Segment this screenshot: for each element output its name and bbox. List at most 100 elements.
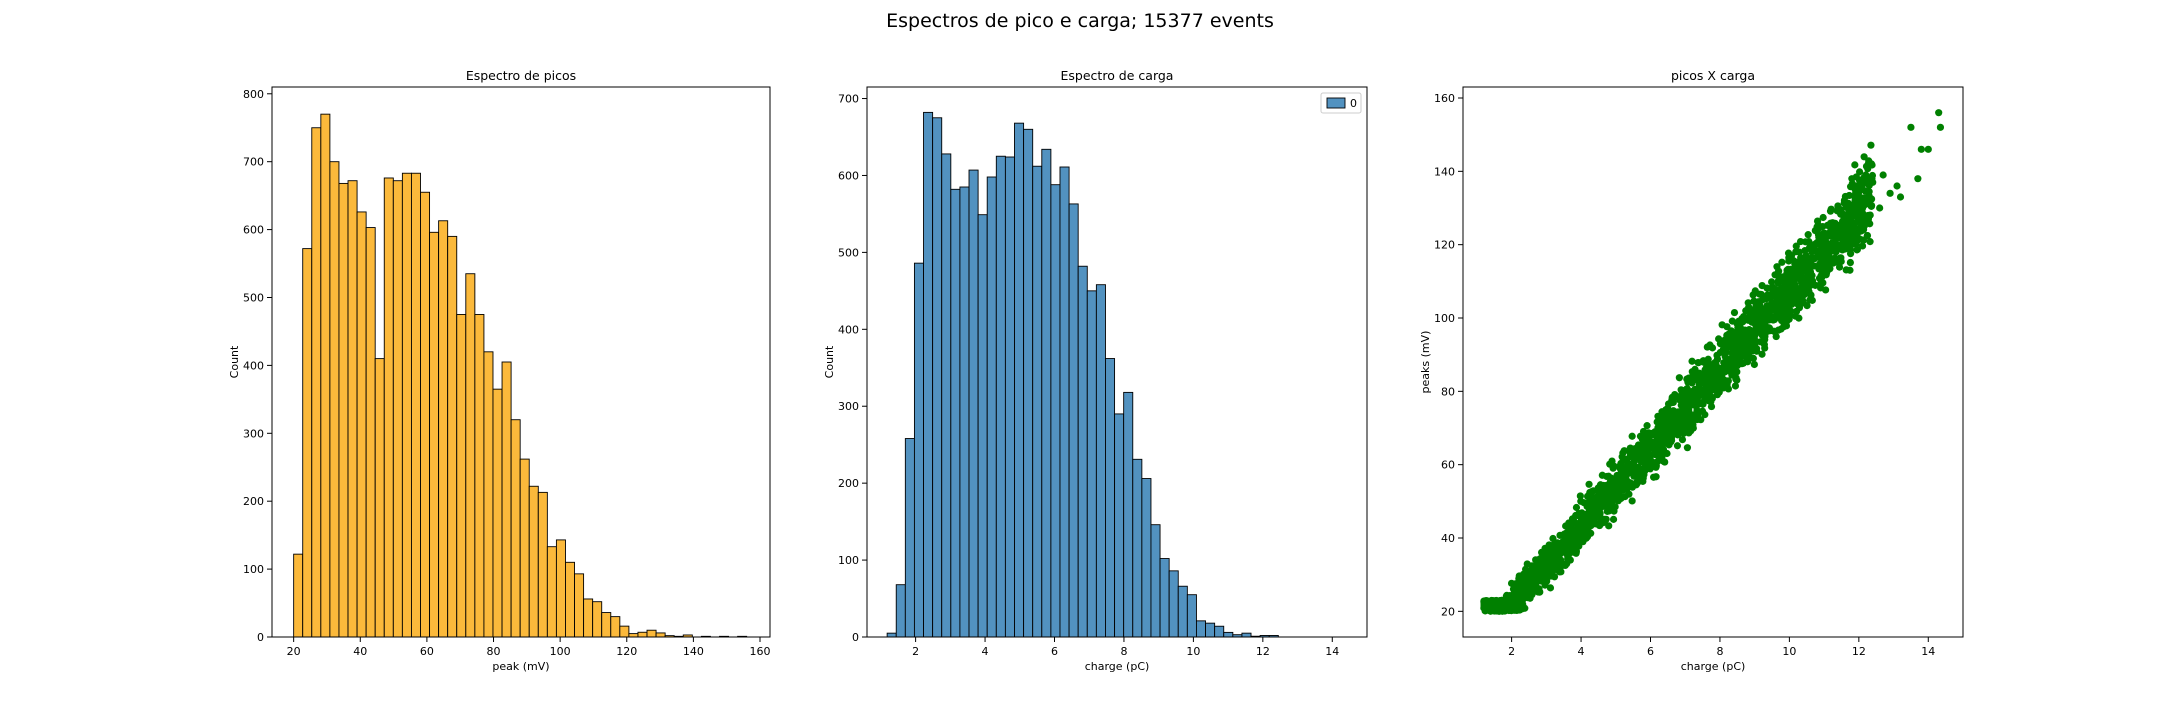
histogram-bar	[941, 153, 952, 638]
x-tick-label: 60	[420, 645, 434, 658]
scatter-point	[1838, 239, 1847, 247]
scatter-point	[1859, 225, 1868, 234]
scatter-point	[1656, 435, 1664, 443]
scatter-point	[1804, 231, 1812, 239]
scatter-point	[1936, 123, 1945, 131]
scatter-point	[1550, 566, 1558, 574]
scatter-point	[1551, 545, 1559, 554]
histogram-bar	[619, 625, 630, 638]
axes-charge-histogram: 2 4 6 8 10 12 14 0 100 200 300 400 500 600 700 Espectro…	[823, 68, 1368, 673]
scatter-point	[1750, 297, 1758, 305]
scatter-point	[1560, 540, 1569, 548]
legend-entry-label: 0	[1350, 97, 1357, 110]
scatter-point	[1758, 350, 1766, 358]
scatter-point	[1845, 236, 1853, 244]
scatter-point	[1682, 385, 1690, 394]
scatter-point	[1819, 213, 1827, 222]
scatter-point	[1763, 284, 1771, 292]
axes-frame	[271, 86, 771, 638]
scatter-point	[1731, 382, 1740, 390]
scatter-point	[1924, 145, 1932, 153]
scatter-point	[1802, 281, 1810, 289]
axes-title: picos X carga	[1671, 68, 1755, 83]
scatter-point	[1699, 357, 1707, 365]
scatter-point	[1661, 417, 1669, 425]
histogram-bars	[293, 113, 748, 638]
scatter-point	[1578, 522, 1586, 530]
scatter-point	[1742, 307, 1750, 315]
x-tick-label: 160	[750, 645, 771, 658]
scatter-point	[1739, 318, 1747, 326]
histogram-bar	[995, 155, 1006, 638]
scatter-point	[1859, 194, 1868, 202]
histogram-bar	[1068, 203, 1079, 638]
scatter-point	[1621, 471, 1629, 479]
scatter-point	[1688, 419, 1696, 427]
scatter-point	[1608, 457, 1616, 465]
scatter-point	[1528, 562, 1536, 570]
histogram-bar	[932, 117, 943, 638]
scatter-point	[1858, 242, 1867, 250]
scatter-point	[1652, 462, 1660, 470]
scatter-point	[1577, 497, 1585, 505]
histogram-bar	[628, 633, 639, 638]
scatter-point	[1792, 312, 1800, 320]
scatter-point	[1866, 238, 1874, 246]
histogram-bar	[1141, 478, 1152, 638]
scatter-point	[1844, 204, 1853, 212]
histogram-bar	[555, 539, 566, 638]
scatter-point	[1673, 442, 1682, 450]
scatter-point	[1826, 207, 1835, 215]
scatter-point	[1659, 457, 1667, 465]
scatter-point	[1761, 335, 1769, 344]
histogram-bar	[447, 235, 458, 638]
scatter-point	[1610, 507, 1618, 515]
scatter-point	[1824, 266, 1832, 274]
x-tick-label: 14	[1921, 645, 1935, 658]
scatter-point	[1550, 554, 1559, 563]
scatter-point	[1599, 519, 1607, 527]
scatter-point	[1715, 387, 1723, 395]
y-tick-label: 200	[243, 495, 264, 508]
scatter-point	[1722, 348, 1730, 356]
histogram-bar	[465, 273, 476, 638]
scatter-point	[1574, 533, 1582, 541]
scatter-point	[1563, 550, 1571, 558]
scatter-point	[1845, 191, 1853, 200]
scatter-point	[1833, 256, 1842, 264]
x-tick-label: 6	[1647, 645, 1654, 658]
y-tick-label: 300	[243, 427, 264, 440]
scatter-point	[1605, 507, 1613, 515]
histogram-bar	[1114, 413, 1125, 638]
scatter-point	[1801, 238, 1810, 246]
scatter-point	[1675, 374, 1683, 382]
scatter-point	[1640, 471, 1648, 479]
y-tick-label: 40	[1441, 532, 1455, 545]
y-tick-label: 60	[1441, 459, 1455, 472]
scatter-point	[1758, 296, 1766, 304]
y-tick-label: 300	[838, 400, 859, 413]
axes-frame	[1462, 86, 1964, 638]
scatter-point	[1557, 556, 1565, 564]
scatter-point	[1646, 465, 1654, 473]
scatter-point	[1585, 480, 1593, 488]
scatter-point	[1700, 377, 1708, 385]
scatter-point	[1695, 369, 1703, 377]
scatter-point	[1815, 251, 1823, 259]
scatter-point	[1753, 329, 1761, 337]
scatter-point	[1546, 584, 1555, 592]
histogram-bar	[456, 314, 467, 638]
scatter-point	[1665, 410, 1674, 418]
scatter-point	[1784, 280, 1792, 288]
scatter-point	[1733, 368, 1741, 376]
x-tick-label: 2	[1508, 645, 1515, 658]
y-axis-label: Count	[823, 345, 836, 378]
y-tick-label: 100	[838, 554, 859, 567]
scatter-point	[1572, 503, 1581, 512]
histogram-bar	[1168, 570, 1179, 638]
histogram-bar	[537, 491, 548, 638]
scatter-point	[1863, 199, 1871, 208]
histogram-bar	[1105, 358, 1116, 638]
scatter-point	[1514, 584, 1522, 592]
